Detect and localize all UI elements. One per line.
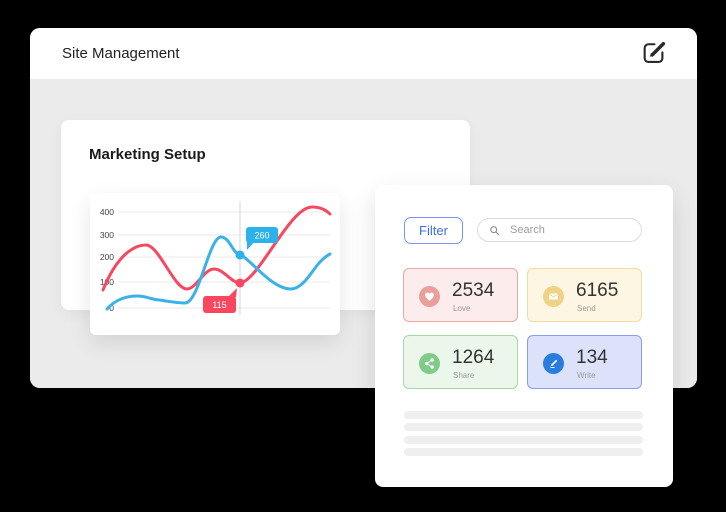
y-tick-300: 300 — [100, 230, 114, 240]
stat-card-love[interactable]: 2534 Love — [403, 268, 518, 322]
blue-tooltip: 260 — [246, 227, 278, 250]
red-highlight-dot — [235, 278, 245, 288]
skeleton-row — [404, 448, 643, 456]
skeleton-row — [404, 423, 643, 431]
stat-card-send[interactable]: 6165 Send — [527, 268, 642, 322]
chart-card: 400 300 200 100 0 260 115 — [90, 193, 340, 335]
stat-label-love: Love — [453, 304, 471, 313]
y-tick-200: 200 — [100, 252, 114, 262]
y-axis-labels: 400 300 200 100 0 — [100, 207, 114, 313]
skeleton-row — [404, 436, 643, 444]
marketing-setup-title: Marketing Setup — [89, 146, 206, 163]
red-tooltip: 115 — [203, 288, 237, 313]
stat-value-write: 134 — [576, 347, 608, 368]
filter-button[interactable]: Filter — [404, 217, 463, 244]
edit-compose-button[interactable] — [639, 39, 669, 69]
stats-panel: Filter 2534 Love 6165 Send — [375, 185, 673, 487]
search-input[interactable] — [508, 223, 631, 237]
red-tooltip-value: 115 — [212, 300, 226, 310]
stat-card-write[interactable]: 134 Write — [527, 335, 642, 389]
y-tick-0: 0 — [109, 303, 114, 313]
blue-tooltip-value: 260 — [254, 231, 269, 241]
stat-card-share[interactable]: 1264 Share — [403, 335, 518, 389]
stat-label-share: Share — [453, 371, 475, 380]
blue-series-line — [105, 235, 332, 311]
stat-value-share: 1264 — [452, 347, 495, 368]
pencil-icon — [543, 353, 564, 374]
pink-series-line — [101, 205, 332, 292]
heart-icon — [419, 286, 440, 307]
search-icon — [488, 224, 501, 237]
envelope-icon — [543, 286, 564, 307]
stat-label-send: Send — [577, 304, 596, 313]
skeleton-row — [404, 411, 643, 419]
chart-gridlines — [118, 211, 330, 309]
stat-value-love: 2534 — [452, 280, 495, 301]
titlebar: Site Management — [30, 28, 697, 79]
line-chart: 400 300 200 100 0 260 115 — [100, 201, 332, 315]
stat-label-write: Write — [577, 371, 596, 380]
window-title: Site Management — [62, 45, 180, 62]
compose-icon — [640, 39, 668, 70]
blue-highlight-dot — [235, 250, 245, 260]
share-icon — [419, 353, 440, 374]
stat-value-send: 6165 — [576, 280, 619, 301]
search-field[interactable] — [477, 218, 642, 242]
y-tick-400: 400 — [100, 207, 114, 217]
